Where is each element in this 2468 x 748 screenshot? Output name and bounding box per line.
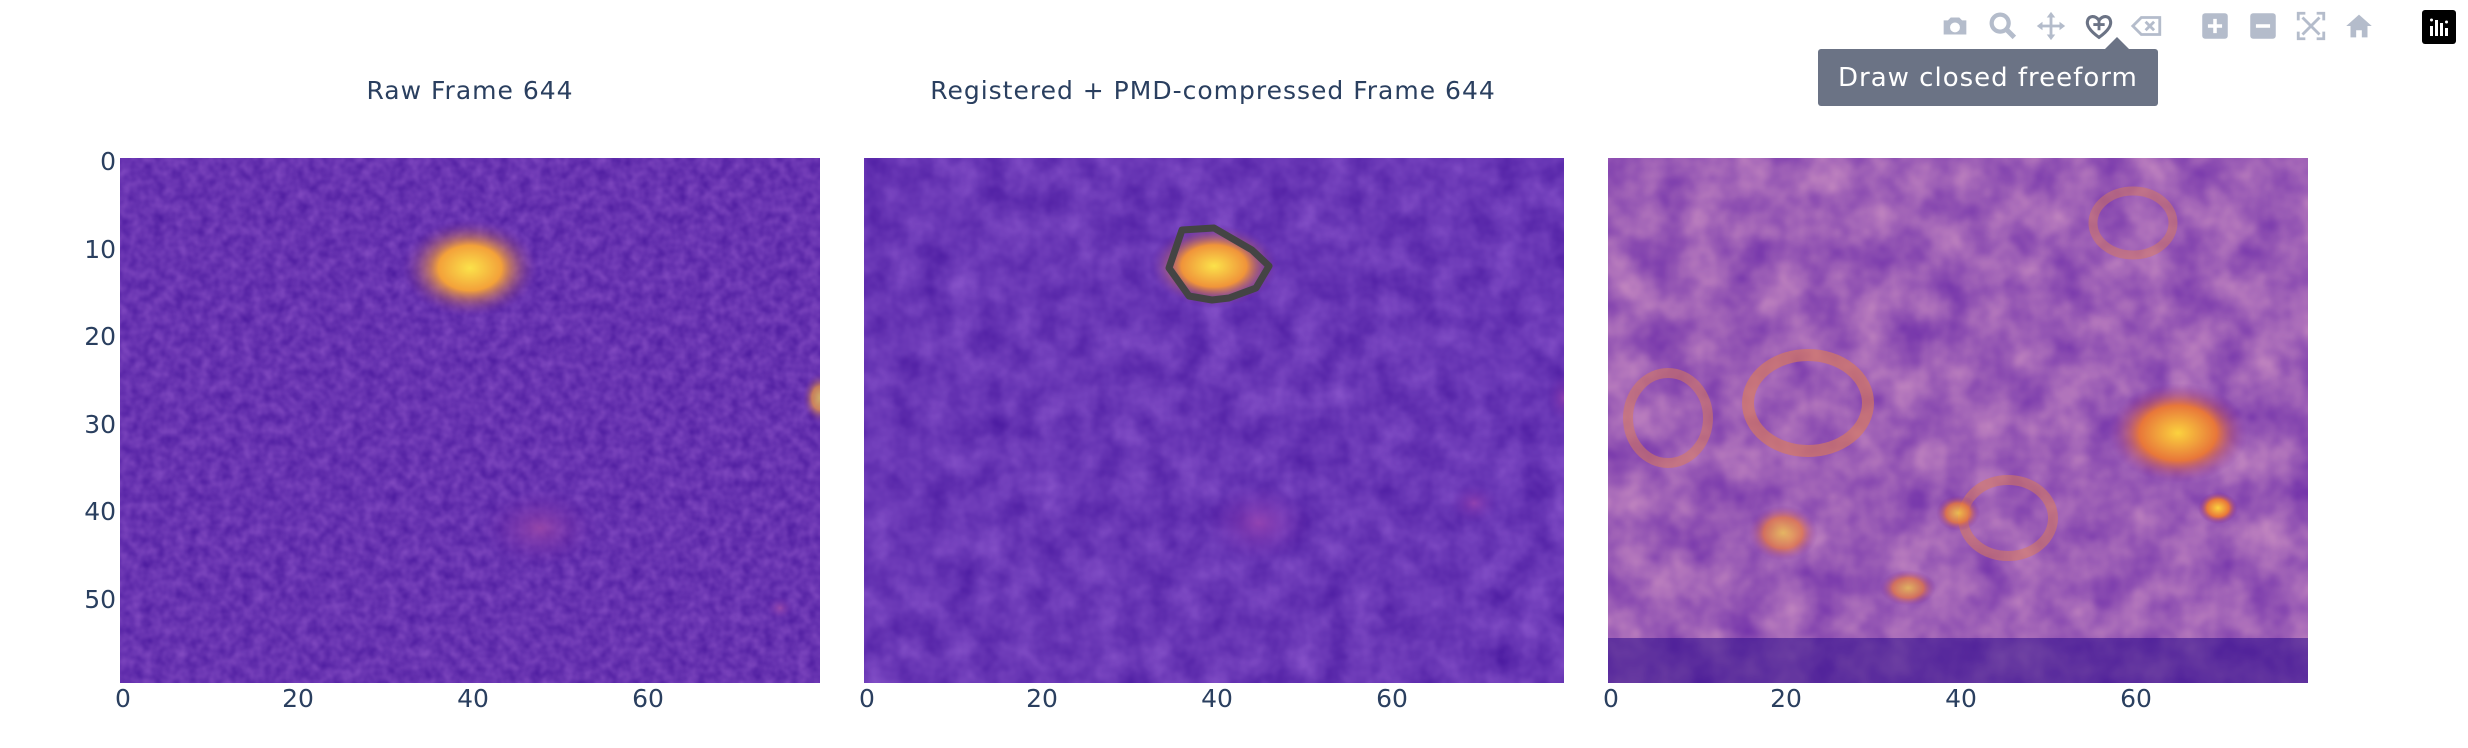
autoscale-icon[interactable] bbox=[2291, 8, 2331, 44]
drawn-closed-freeform-shape bbox=[1165, 224, 1273, 304]
p2-x-tick-40: 40 bbox=[1201, 684, 1233, 713]
p2-x-tick-0: 0 bbox=[859, 684, 875, 713]
modebar-tooltip: Draw closed freeform bbox=[1818, 49, 2158, 106]
camera-icon[interactable] bbox=[1935, 8, 1975, 44]
p1-x-tick-20: 20 bbox=[282, 684, 314, 713]
zoom-in-icon[interactable] bbox=[2195, 8, 2235, 44]
reset-axes-icon[interactable] bbox=[2339, 8, 2379, 44]
panel-2-title: Registered + PMD-compressed Frame 644 bbox=[930, 76, 1496, 105]
erase-shape-icon[interactable] bbox=[2127, 8, 2167, 44]
panel-1-title: Raw Frame 644 bbox=[366, 76, 574, 105]
y-tick-10: 10 bbox=[84, 235, 116, 264]
p1-x-tick-40: 40 bbox=[457, 684, 489, 713]
plotly-logo-icon[interactable] bbox=[2422, 10, 2456, 44]
heatmap-raw-frame[interactable] bbox=[120, 158, 820, 683]
p1-x-tick-60: 60 bbox=[632, 684, 664, 713]
p3-x-tick-40: 40 bbox=[1945, 684, 1977, 713]
p2-x-tick-60: 60 bbox=[1376, 684, 1408, 713]
y-tick-30: 30 bbox=[84, 410, 116, 439]
zoom-icon[interactable] bbox=[1983, 8, 2023, 44]
heatmap-registered-frame[interactable] bbox=[864, 158, 1564, 683]
p3-x-tick-0: 0 bbox=[1603, 684, 1619, 713]
y-tick-40: 40 bbox=[84, 497, 116, 526]
p1-x-tick-0: 0 bbox=[115, 684, 131, 713]
p3-x-tick-60: 60 bbox=[2120, 684, 2152, 713]
p3-x-tick-20: 20 bbox=[1770, 684, 1802, 713]
tooltip-arrow bbox=[2105, 37, 2129, 49]
y-tick-50: 50 bbox=[84, 585, 116, 614]
p2-x-tick-20: 20 bbox=[1026, 684, 1058, 713]
pan-icon[interactable] bbox=[2031, 8, 2071, 44]
zoom-out-icon[interactable] bbox=[2243, 8, 2283, 44]
heatmap-third-panel[interactable] bbox=[1608, 158, 2308, 683]
y-tick-0: 0 bbox=[100, 147, 116, 176]
y-tick-20: 20 bbox=[84, 322, 116, 351]
draw-closed-freeform-icon[interactable] bbox=[2079, 8, 2119, 44]
